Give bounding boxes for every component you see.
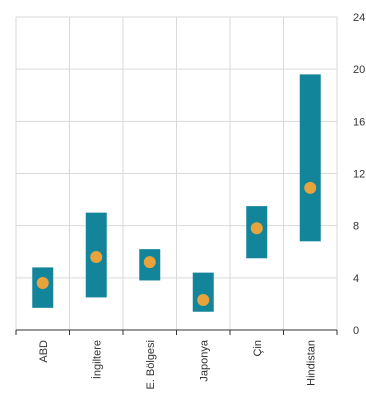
- range-bar: [299, 74, 321, 242]
- y-tick-label: 20: [353, 64, 365, 76]
- x-category-label: Çin: [252, 340, 264, 357]
- y-tick-label: 0: [353, 325, 359, 337]
- x-category-label: Hindistan: [305, 340, 317, 386]
- y-tick-label: 24: [353, 12, 365, 24]
- x-category-label: ABD: [38, 340, 50, 363]
- grid-lines: [15, 16, 338, 330]
- x-category-label: E. Bölgesi: [145, 340, 157, 390]
- x-category-label: İngiltere: [90, 340, 103, 379]
- y-tick-label: 8: [353, 221, 359, 233]
- x-axis-category-labels: ABD İngiltere E. Bölgesi Japonya Çin Hindista…: [38, 339, 318, 389]
- axes: [15, 329, 338, 335]
- point-markers: [36, 181, 317, 307]
- point-marker: [36, 277, 49, 290]
- y-tick-label: 4: [353, 273, 359, 285]
- point-marker: [90, 250, 103, 263]
- y-axis-tick-labels: 0 4 8 12 16 20 24: [353, 12, 365, 337]
- x-category-label: Japonya: [198, 339, 210, 381]
- point-marker: [250, 222, 263, 235]
- y-tick-label: 16: [353, 116, 365, 128]
- y-tick-label: 12: [353, 169, 365, 181]
- point-marker: [304, 181, 317, 194]
- point-marker: [197, 294, 210, 307]
- point-marker: [143, 256, 156, 269]
